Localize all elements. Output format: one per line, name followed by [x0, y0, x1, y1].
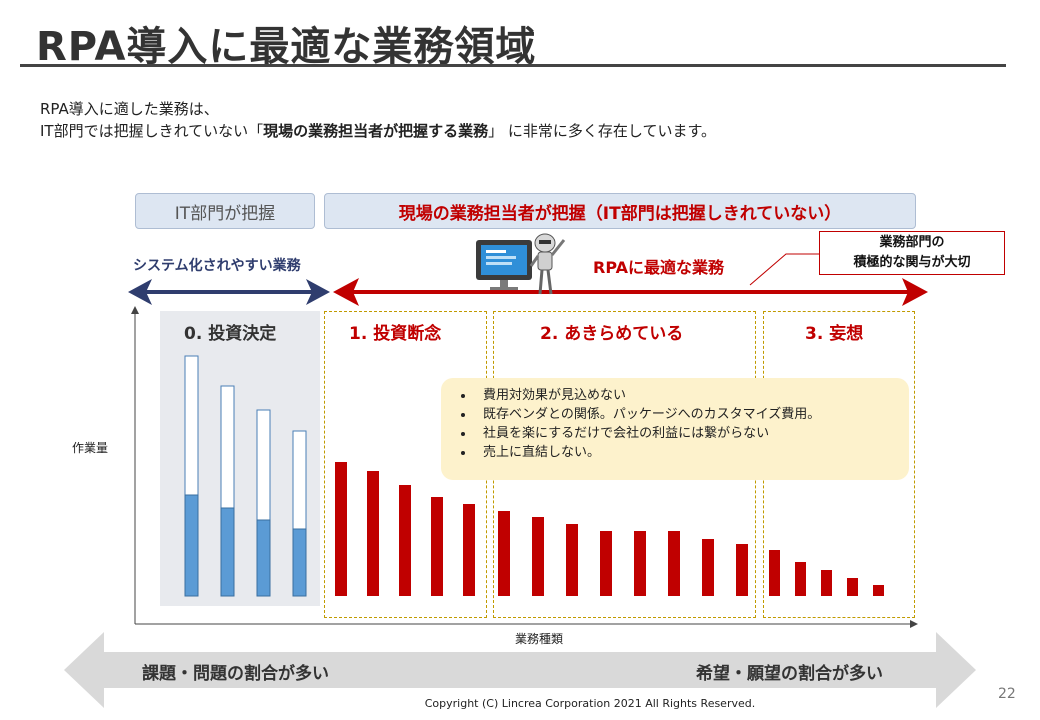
bar	[532, 517, 544, 596]
y-axis-label: 作業量	[72, 441, 109, 455]
bar	[847, 578, 858, 596]
note-item: 既存ベンダとの関係。パッケージへのカスタマイズ費用。	[475, 405, 893, 424]
intro-line-2-post: 」 に非常に多く存在しています。	[488, 122, 716, 140]
bar	[634, 531, 646, 596]
bars-layer	[184, 355, 884, 597]
intro-line-2: IT部門では把握しきれていない「現場の業務担当者が把握する業務」 に非常に多く存…	[40, 120, 716, 141]
title-underline	[20, 64, 1006, 67]
rpa-double-arrow	[333, 278, 928, 306]
system-label: システム化されやすい業務	[133, 258, 301, 274]
intro-line-2-bold: 現場の業務担当者が把握する業務	[263, 122, 489, 140]
note-item: 社員を楽にするだけで会社の利益には繋がらない	[475, 424, 893, 443]
section-1-title: 1. 投資断念	[349, 324, 442, 344]
bar	[769, 550, 780, 596]
bar	[600, 531, 612, 596]
rpa-label: RPAに最適な業務	[593, 258, 724, 277]
bar	[220, 507, 235, 597]
bar	[399, 485, 411, 596]
intro-line-1: RPA導入に適した業務は、	[40, 100, 219, 118]
bar	[498, 511, 510, 596]
page-number: 22	[998, 686, 1016, 702]
notes-box: 費用対効果が見込めない 既存ベンダとの関係。パッケージへのカスタマイズ費用。 社…	[441, 378, 909, 480]
section-2-title: 2. あきらめている	[540, 324, 684, 344]
bar	[184, 494, 199, 597]
callout-line-1: 業務部門の	[879, 235, 945, 250]
bar	[463, 504, 475, 596]
x-axis-label: 業務種類	[515, 632, 564, 646]
notes-list: 費用対効果が見込めない 既存ベンダとの関係。パッケージへのカスタマイズ費用。 社…	[457, 386, 893, 462]
bottom-gray-arrow	[64, 632, 976, 708]
bar	[292, 528, 307, 597]
bar	[256, 519, 271, 597]
bar	[335, 462, 347, 596]
intro-line-2-pre: IT部門では把握しきれていない「	[40, 122, 264, 140]
header-field-staff: 現場の業務担当者が把握（IT部門は把握しきれていない）	[324, 193, 916, 229]
chart-axes	[131, 306, 918, 628]
system-double-arrow	[128, 279, 330, 305]
bottom-left-label: 課題・問題の割合が多い	[142, 664, 329, 684]
callout-box: 業務部門の 積極的な関与が大切	[819, 231, 1005, 275]
header-it-department: IT部門が把握	[135, 193, 315, 229]
note-item: 費用対効果が見込めない	[475, 386, 893, 405]
bar	[702, 539, 714, 596]
copyright-text: Copyright (C) Lincrea Corporation 2021 A…	[424, 697, 756, 710]
note-item: 売上に直結しない。	[475, 443, 893, 462]
section-3-title: 3. 妄想	[805, 324, 864, 344]
bar	[736, 544, 748, 596]
bar	[367, 471, 379, 596]
section-0-title: 0. 投資決定	[184, 324, 277, 344]
bottom-right-label: 希望・願望の割合が多い	[696, 664, 883, 684]
bar	[431, 497, 443, 596]
bar	[566, 524, 578, 596]
slide-title: RPA導入に最適な業務領域	[36, 24, 537, 70]
bar	[795, 562, 806, 596]
bar	[873, 585, 884, 596]
robot-icon	[529, 233, 566, 295]
computer-icon	[476, 240, 532, 290]
callout-line-2: 積極的な関与が大切	[853, 255, 971, 270]
bar	[821, 570, 832, 596]
callout-leader	[749, 253, 819, 286]
bar	[668, 531, 680, 596]
